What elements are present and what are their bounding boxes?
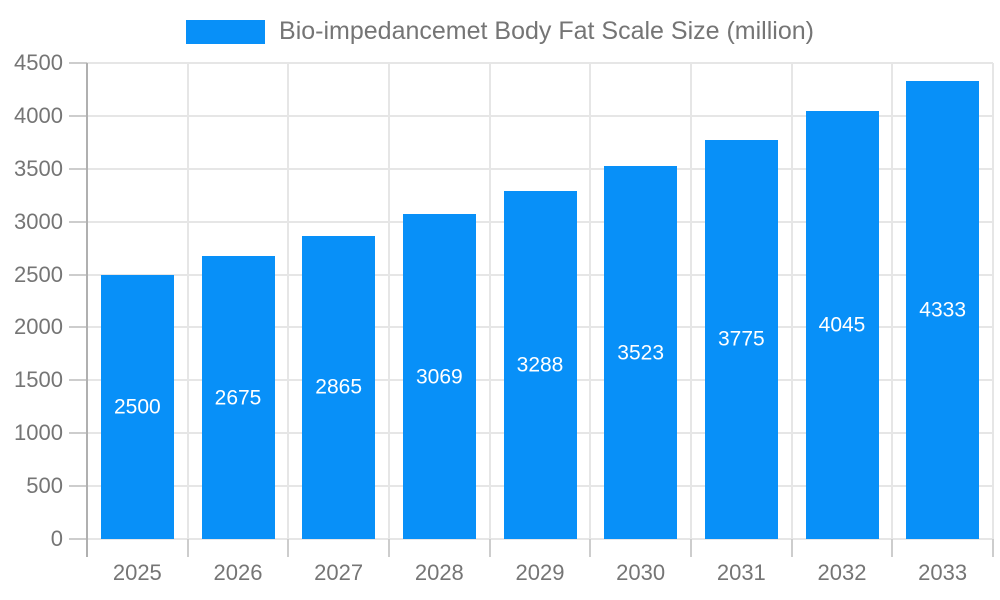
x-axis-tick [690,539,692,557]
y-axis-label: 2000 [14,314,63,340]
x-axis-label: 2030 [616,560,666,585]
gridline-vertical [891,63,894,539]
legend-label: Bio-impedancemet Body Fat Scale Size (mi… [279,17,814,45]
gridline-vertical [790,63,793,539]
gridline-horizontal [87,114,993,117]
x-axis-tick [388,539,390,557]
bar-value-label: 2675 [214,386,262,409]
x-axis-label: 2029 [515,560,565,585]
y-axis-tick [69,326,87,329]
bar-value-label: 3523 [617,341,665,365]
x-axis-tick [891,539,894,557]
x-axis-label: 2026 [213,560,263,585]
gridline-vertical [186,63,189,539]
y-axis-label: 4500 [14,50,63,75]
legend-swatch [186,19,266,44]
bar-value-label: 3775 [717,327,765,351]
y-axis-tick [69,273,87,276]
bar: 4045 [805,111,879,539]
x-axis-tick [186,539,189,557]
bar-value-label: 3288 [516,353,564,377]
gridline-vertical [488,63,491,539]
gridline-horizontal [87,538,993,540]
y-axis-label: 0 [50,526,63,551]
y-axis-line [86,63,88,557]
x-axis-tick [589,539,592,557]
x-axis-tick [790,539,793,557]
x-axis-tick [488,539,491,557]
bar-value-label: 4045 [818,313,866,337]
bar: 4333 [906,80,980,539]
bar: 3288 [503,191,577,539]
x-axis-tick [287,539,290,557]
bar-value-label: 2865 [315,375,363,399]
bar-value-label: 3069 [415,365,463,389]
x-axis-label: 2032 [817,560,867,585]
y-axis-label: 3500 [14,155,63,181]
y-axis-tick [69,379,87,382]
gridline-vertical [992,63,994,539]
y-axis-tick [69,538,87,540]
x-axis-label: 2031 [716,560,766,585]
bar: 3775 [704,139,778,539]
y-axis-tick [69,432,87,435]
y-axis-tick [69,114,87,117]
x-axis-label: 2033 [918,560,968,585]
bar: 2500 [100,274,174,539]
gridline-vertical [287,63,290,539]
bar: 2865 [302,235,376,539]
bar: 3523 [604,166,678,539]
y-axis-label: 500 [26,473,63,499]
gridline-horizontal [87,62,993,64]
y-axis-tick [69,167,87,170]
y-axis-tick [69,62,87,64]
gridline-vertical [690,63,692,539]
y-axis-tick [69,220,87,223]
x-axis-tick [992,539,994,557]
plot-area: 0 500 1000 1500 2000 2500 3000 3500 4000 4500 2500… [14,50,994,585]
y-axis-tick [69,485,87,488]
bar-value-label: 4333 [919,298,967,322]
bar: 2675 [201,256,275,539]
y-axis-label: 4000 [14,102,63,128]
gridline-vertical [589,63,592,539]
gridline-vertical [388,63,390,539]
x-axis-label: 2027 [314,560,364,585]
y-axis-label: 3000 [14,208,63,234]
x-axis-label: 2028 [414,560,464,585]
bar: 3069 [402,214,476,539]
gridline-horizontal [87,167,993,170]
x-axis-label: 2025 [112,560,162,585]
y-axis-label: 1000 [14,420,63,446]
y-axis-label: 1500 [14,367,63,393]
legend: Bio-impedancemet Body Fat Scale Size (mi… [0,17,1000,46]
y-axis-label: 2500 [14,261,63,287]
bar-value-label: 2500 [113,395,161,419]
